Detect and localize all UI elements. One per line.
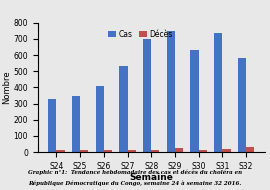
Bar [48,99,56,152]
Bar [143,39,151,152]
Bar [127,150,136,152]
Bar [96,86,104,152]
Bar [214,33,222,152]
Bar [199,150,207,152]
Bar [167,31,175,152]
Bar [104,150,112,152]
Y-axis label: Nombre: Nombre [2,71,11,104]
Bar [246,146,254,152]
Bar [80,150,88,152]
Bar [72,96,80,152]
Bar [238,58,246,152]
Text: Graphic n°1:  Tendance hebdomadaire des cas et décès du choléra en: Graphic n°1: Tendance hebdomadaire des c… [28,169,242,175]
Bar [56,150,65,152]
Bar [119,66,127,152]
Text: République Démocratique du Congo, semaine 24 à semaine 32 2016.: République Démocratique du Congo, semain… [28,180,242,186]
Legend: Cas, Décès: Cas, Décès [105,27,176,42]
Bar [222,149,231,152]
Bar [151,150,160,152]
X-axis label: Semaine: Semaine [129,173,173,183]
Bar [190,50,199,152]
Bar [175,148,183,152]
